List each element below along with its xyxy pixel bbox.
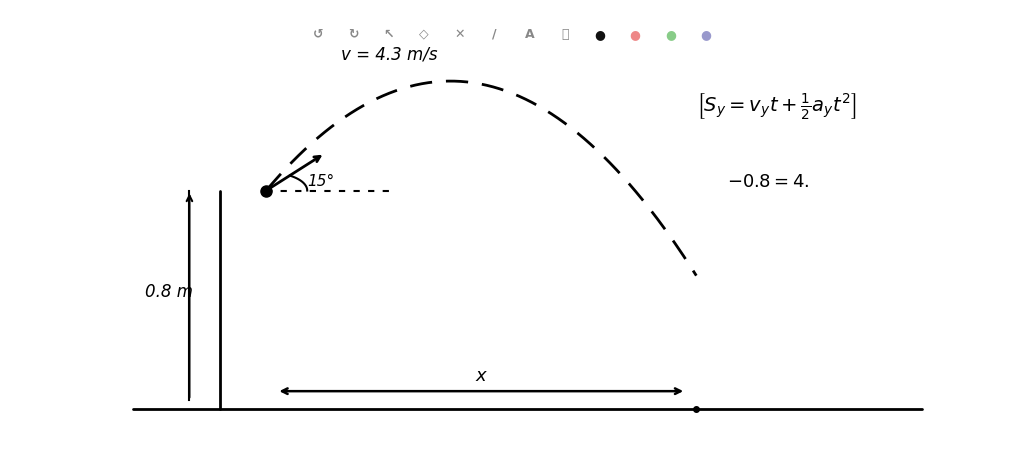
Text: $-0.8 = 4.$: $-0.8 = 4.$ [727,173,810,191]
Text: ●: ● [595,28,605,40]
Text: ↻: ↻ [348,28,358,40]
Text: $\left[ S_y = v_y t + \frac{1}{2} a_y t^2 \right]$: $\left[ S_y = v_y t + \frac{1}{2} a_y t^… [696,91,857,121]
Text: ⬛: ⬛ [561,28,568,40]
Text: A: A [524,28,535,40]
Text: /: / [493,28,497,40]
Text: 15°: 15° [307,174,334,189]
Text: ↖: ↖ [384,28,394,40]
Text: ●: ● [630,28,641,40]
Text: x: x [476,367,486,384]
Text: ●: ● [665,28,676,40]
Text: v = 4.3 m/s: v = 4.3 m/s [341,46,437,64]
Text: 0.8 m: 0.8 m [145,282,193,300]
Text: ✕: ✕ [454,28,465,40]
Text: ↺: ↺ [313,28,324,40]
Text: ●: ● [700,28,711,40]
Text: ◇: ◇ [419,28,429,40]
